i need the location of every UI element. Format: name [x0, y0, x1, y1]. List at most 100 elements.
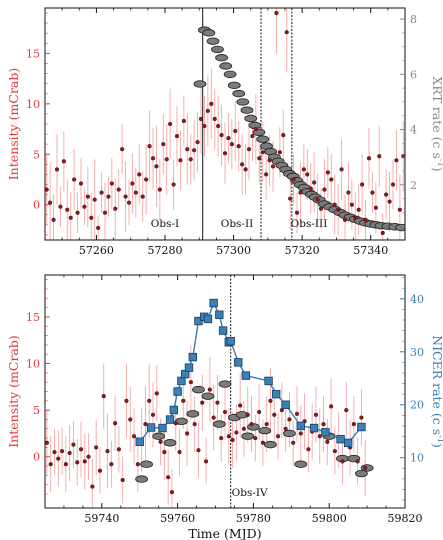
nicer-point: [194, 316, 203, 326]
y-left-tick-label: 15: [26, 311, 40, 324]
maxi-point: [78, 447, 84, 452]
x-tick-label: 59780: [236, 512, 271, 525]
maxi-point: [340, 459, 345, 464]
maxi-point: [268, 398, 273, 403]
maxi-point: [329, 404, 334, 409]
nicer-point: [281, 400, 290, 409]
xrt-point: [236, 98, 250, 106]
xrt-point: [163, 439, 177, 447]
x-tick-label: 59820: [388, 512, 423, 525]
maxi-point: [226, 136, 231, 141]
maxi-point: [97, 468, 103, 473]
maxi-point: [116, 447, 121, 452]
maxi-point: [205, 108, 210, 113]
maxi-point: [188, 157, 193, 162]
nicer-point: [165, 415, 175, 424]
y-right-tick-label: 30: [410, 346, 424, 359]
maxi-point: [264, 422, 269, 427]
maxi-point: [317, 434, 322, 439]
y-right-axis-title-main: NICER rate (c s: [430, 335, 443, 435]
maxi-point: [71, 442, 76, 447]
x-tick-label: 59740: [84, 512, 119, 525]
maxi-point: [82, 204, 87, 209]
nicer-point: [271, 389, 281, 399]
maxi-point: [356, 207, 361, 212]
maxi-point: [332, 202, 337, 207]
x-tick-label: 59760: [160, 512, 195, 525]
xrt-point: [206, 37, 220, 45]
maxi-point: [90, 484, 95, 489]
maxi-point: [222, 151, 228, 156]
nicer-point: [203, 314, 213, 324]
maxi-point: [253, 126, 258, 132]
nicer-point: [296, 421, 305, 431]
maxi-point: [203, 459, 209, 464]
maxi-point: [281, 132, 286, 138]
maxi-point: [68, 215, 73, 220]
obs-annotation-label: Obs-III: [291, 218, 328, 230]
xrt-point: [227, 81, 241, 90]
nicer-series: [135, 298, 366, 448]
maxi-point: [82, 459, 87, 464]
maxi-point: [61, 159, 66, 164]
xrt-point: [140, 460, 153, 468]
maxi-point: [353, 215, 358, 220]
maxi-point: [306, 447, 311, 452]
maxi-point: [109, 181, 114, 186]
maxi-point: [54, 167, 60, 172]
maxi-point: [123, 194, 128, 199]
maxi-point: [394, 158, 399, 163]
maxi-point: [373, 205, 378, 210]
x-tick-label: 59800: [312, 512, 347, 525]
maxi-point: [143, 422, 148, 427]
y-right-axis-title-sup: -1: [436, 435, 443, 443]
maxi-point: [75, 460, 80, 465]
xrt-point: [186, 410, 200, 418]
xrt-point: [355, 469, 368, 478]
nicer-point: [158, 423, 167, 433]
maxi-point: [92, 197, 97, 202]
maxi-point: [120, 147, 125, 152]
xrt-point: [258, 426, 272, 435]
maxi-point: [230, 437, 235, 443]
maxi-point: [226, 434, 231, 439]
maxi-point: [185, 147, 190, 152]
y-right-axis-title: NICER rate (c s-1): [430, 335, 443, 448]
maxi-point: [325, 439, 330, 444]
maxi-point: [147, 144, 152, 149]
nicer-point: [321, 428, 330, 437]
maxi-point: [234, 430, 239, 435]
maxi-point: [291, 440, 296, 445]
maxi-point: [257, 156, 262, 161]
maxi-point: [257, 409, 262, 415]
xrt-series: [135, 380, 374, 483]
plot-area: [45, 8, 405, 240]
y-left-axis-title: Intensity (mCrab): [6, 335, 21, 448]
nicer-point: [215, 310, 224, 319]
y-right-tick-label: 4: [410, 124, 417, 137]
maxi-point: [85, 194, 90, 199]
maxi-point: [178, 158, 183, 163]
maxi-point: [185, 431, 190, 436]
maxi-point: [52, 449, 57, 455]
x-tick-label: 57300: [216, 244, 251, 257]
y-right-axis-title: XRT rate (c s-1): [430, 76, 443, 171]
maxi-point: [243, 167, 248, 172]
nicer-point: [226, 336, 235, 346]
x-tick-label: 57280: [148, 244, 183, 257]
maxi-point: [233, 128, 238, 134]
maxi-point: [363, 217, 368, 222]
maxi-point: [238, 403, 243, 408]
maxi-points: [45, 10, 405, 236]
xrt-point: [202, 29, 216, 37]
maxi-point: [137, 172, 142, 177]
nicer-point: [309, 423, 319, 433]
obs-annotation-label: Obs-I: [151, 218, 179, 230]
maxi-point: [168, 121, 173, 127]
maxi-point: [272, 412, 277, 417]
maxi-point: [161, 142, 166, 147]
maxi-point: [211, 415, 216, 420]
maxi-point: [171, 182, 176, 187]
nicer-point: [343, 438, 353, 448]
maxi-point: [102, 210, 108, 215]
